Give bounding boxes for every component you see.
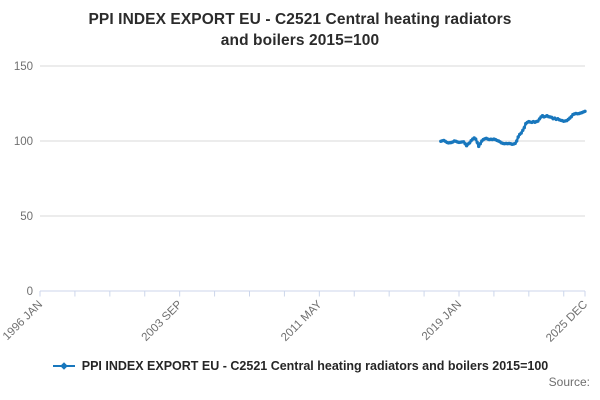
series-point-marker xyxy=(477,144,481,149)
chart-title: PPI INDEX EXPORT EU - C2521 Central heat… xyxy=(0,0,600,51)
legend-line-marker-icon xyxy=(52,362,75,370)
legend-item-ppi-series[interactable]: PPI INDEX EXPORT EU - C2521 Central heat… xyxy=(52,359,549,373)
chart-title-line-2: and boilers 2015=100 xyxy=(220,32,380,49)
series-point-marker xyxy=(475,140,479,145)
series-point-marker xyxy=(474,137,478,141)
y-axis-label-150: 150 xyxy=(14,61,33,73)
y-axis-label-0: 0 xyxy=(27,286,33,298)
y-axis-label-50: 50 xyxy=(20,211,33,223)
chart-legend: PPI INDEX EXPORT EU - C2521 Central heat… xyxy=(0,359,600,373)
x-axis-label-2011-may: 2011 MAY xyxy=(279,298,324,343)
legend-series-label: PPI INDEX EXPORT EU - C2521 Central heat… xyxy=(81,359,549,373)
chart-title-line-1: PPI INDEX EXPORT EU - C2521 Central heat… xyxy=(88,11,512,28)
series-point-marker xyxy=(516,135,520,139)
series-point-marker xyxy=(515,139,519,143)
source-label: Source: xyxy=(548,375,590,389)
series-point-marker xyxy=(583,109,587,113)
x-axis-label-2019-jan: 2019 JAN xyxy=(420,299,464,343)
x-axis-label-2025-dec: 2025 DEC xyxy=(544,299,590,345)
series-point-marker xyxy=(478,142,482,146)
x-axis-label-2003-sep: 2003 SEP xyxy=(140,298,185,343)
x-axis-label-1996-jan: 1996 JAN xyxy=(1,299,45,343)
y-axis-label-100: 100 xyxy=(14,136,33,148)
series-point-marker xyxy=(519,131,523,135)
series-point-marker xyxy=(522,125,526,130)
series-point-marker xyxy=(521,128,525,132)
line-chart-plot-area: 0 50 100 150 1996 JAN 2003 SEP 2011 MAY 2019 JA… xyxy=(1,61,590,345)
